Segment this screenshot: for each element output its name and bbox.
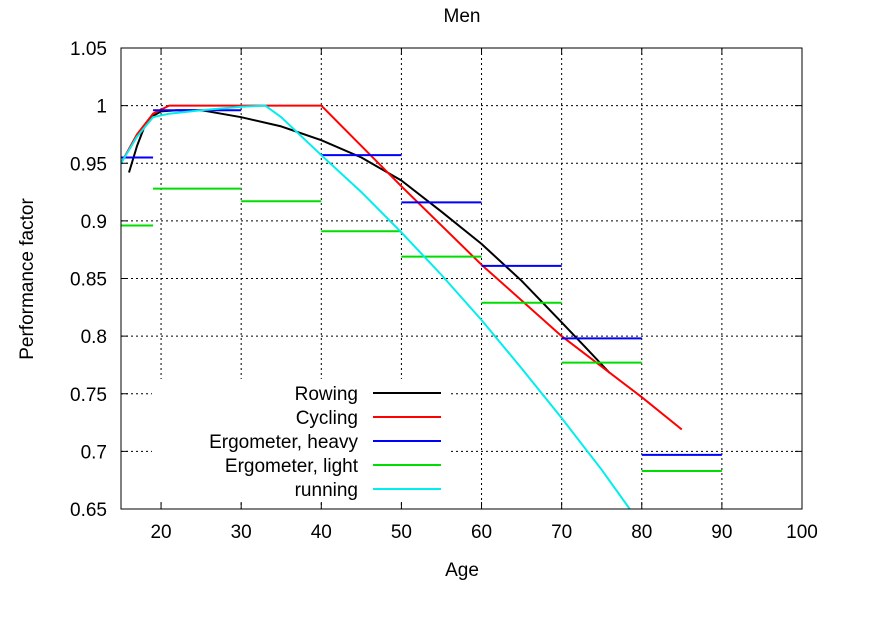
series-rowing-line: [128, 109, 611, 374]
x-tick-label: 100: [786, 522, 818, 543]
x-axis-label: Age: [445, 560, 479, 581]
x-tick-label: 70: [551, 522, 572, 543]
x-tick-label: 80: [631, 522, 652, 543]
x-tick-label: 30: [231, 522, 252, 543]
y-tick-label: 0.65: [70, 500, 107, 521]
legend-label-ergometer-light: Ergometer, light: [225, 456, 359, 477]
y-tick-label: 1: [96, 97, 107, 118]
x-tick-label: 50: [391, 522, 412, 543]
legend: Rowing Cycling Ergometer, heavy Ergometer, …: [209, 384, 441, 501]
y-tick-label: 0.95: [70, 154, 107, 175]
legend-label-cycling: Cycling: [296, 408, 358, 429]
x-tick-label: 90: [711, 522, 732, 543]
y-tick-label: 0.75: [70, 385, 107, 406]
y-tick-label: 0.85: [70, 270, 107, 291]
axis-ticks: 20 30 40 50 60 70 80 90 100 0.65 0.7 0.75 0.8 0.85 0.9…: [70, 39, 818, 543]
y-axis-label: Performance factor: [17, 198, 38, 360]
legend-label-rowing: Rowing: [295, 384, 358, 405]
grid: [121, 48, 802, 509]
series-running-line: [121, 104, 631, 509]
legend-label-ergometer-heavy: Ergometer, heavy: [209, 432, 358, 453]
y-tick-label: 0.8: [81, 327, 107, 348]
y-tick-label: 1.05: [70, 39, 107, 60]
series-cycling-line: [121, 104, 683, 431]
x-tick-label: 40: [311, 522, 332, 543]
x-tick-label: 60: [471, 522, 492, 543]
legend-label-running: running: [295, 480, 358, 501]
x-tick-label: 20: [150, 522, 171, 543]
y-tick-label: 0.9: [81, 212, 107, 233]
chart-title: Men: [444, 6, 481, 27]
y-tick-label: 0.7: [81, 442, 107, 463]
